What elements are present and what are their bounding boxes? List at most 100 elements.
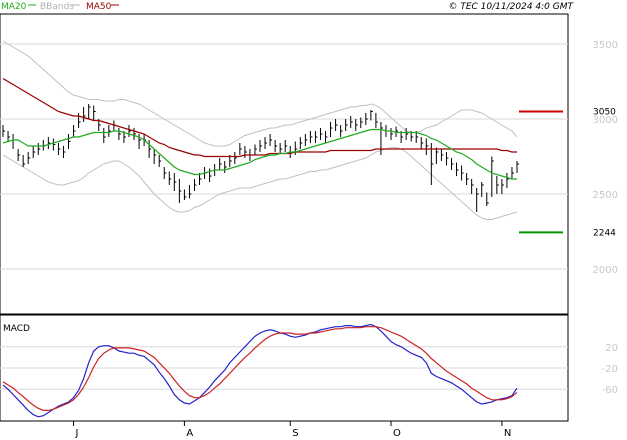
ma50-line [2, 77, 517, 158]
ohlc-bar [93, 105, 96, 121]
macd-title: MACD [3, 324, 30, 334]
price-y-tick-label: 3000 [593, 115, 618, 126]
ma20-line [2, 128, 517, 180]
ohlc-bar [52, 138, 56, 151]
x-tick-label: N [504, 428, 511, 439]
ohlc-bar [2, 125, 5, 137]
legend-ma20: MA20 [1, 2, 27, 12]
price-y-axis: 3500 3000 2500 2000 [593, 40, 618, 276]
ohlc-bar [461, 165, 464, 181]
ohlc-bars [2, 104, 519, 212]
ohlc-bar [57, 143, 61, 155]
ohlc-bar [330, 122, 333, 137]
ohlc-bar [234, 152, 237, 164]
ohlc-bar [239, 143, 242, 155]
ohlc-bar [183, 189, 187, 200]
ohlc-bar [395, 126, 399, 137]
ohlc-bar [445, 152, 449, 166]
price-gridlines [0, 43, 568, 270]
ohlc-bar [264, 137, 268, 149]
price-y-tick-label: 3500 [593, 40, 618, 51]
price-levels: 3050 2244 [519, 108, 616, 238]
ohlc-bar [279, 143, 283, 154]
ohlc-bar [108, 125, 111, 137]
ohlc-bar [486, 192, 489, 206]
ohlc-bar [274, 140, 278, 152]
ohlc-bar [294, 141, 298, 155]
ohlc-bar [476, 188, 479, 212]
ohlc-bar [370, 110, 373, 121]
ohlc-bar [148, 140, 152, 158]
ohlc-bar [47, 137, 51, 149]
ohlc-bar [17, 149, 21, 161]
x-tick-label: J [75, 428, 79, 439]
ohlc-bar [88, 104, 91, 119]
legend: MA20 BBands MA50 [1, 2, 119, 12]
ohlc-bar [325, 131, 328, 143]
ohlc-bar [118, 128, 121, 140]
ohlc-bar [168, 171, 172, 185]
ohlc-bar [340, 125, 343, 137]
ohlc-bar [496, 176, 499, 194]
price-y-tick-label: 2500 [593, 190, 618, 201]
macd-y-tick-label: -60 [602, 385, 618, 396]
ohlc-bar [299, 137, 303, 149]
ohlc-bar [153, 149, 157, 164]
ohlc-bar [37, 143, 41, 155]
ohlc-bar [173, 173, 177, 191]
ohlc-bar [350, 116, 353, 128]
macd-series [2, 323, 518, 418]
ohlc-bar [390, 128, 394, 140]
ohlc-bar [259, 140, 262, 152]
ohlc-bar [224, 161, 227, 173]
ohlc-bar [219, 158, 222, 170]
ohlc-bar [73, 125, 76, 137]
moving-averages [2, 77, 517, 180]
ohlc-bar [501, 179, 504, 194]
bband-upper-line [2, 40, 518, 147]
ohlc-bar [22, 155, 26, 167]
ohlc-bar [158, 155, 162, 167]
price-level-label: 2244 [593, 228, 616, 238]
ohlc-bar [360, 117, 363, 128]
ohlc-bar [425, 138, 429, 155]
legend-ma50: MA50 [86, 2, 112, 12]
ohlc-bar [430, 143, 434, 185]
ohlc-bar [7, 131, 11, 142]
ohlc-bar [355, 119, 358, 131]
ohlc-bar [420, 137, 424, 149]
ohlc-bar [491, 156, 494, 197]
x-tick-label: O [393, 428, 401, 439]
ohlc-bar [188, 185, 192, 199]
ohlc-bar [506, 173, 509, 188]
ohlc-bar [335, 119, 338, 131]
ohlc-bar [269, 134, 273, 146]
ohlc-bar [32, 146, 36, 158]
macd-y-tick-label: 20 [605, 343, 618, 354]
legend-bbands: BBands [40, 2, 74, 12]
x-tick-label: S [292, 428, 298, 439]
ohlc-bar [314, 131, 318, 143]
ohlc-bar [511, 167, 514, 179]
ohlc-bar [68, 134, 71, 149]
ohlc-bar [405, 128, 409, 140]
macd-y-tick-label: -20 [602, 364, 618, 375]
ohlc-bar [284, 140, 288, 152]
ohlc-bar [375, 113, 378, 128]
ohlc-bar [309, 131, 313, 143]
ohlc-bar [456, 162, 459, 176]
price-level-label: 3050 [593, 108, 616, 118]
copyright-timestamp: © TEC 10/11/2024 4:0 GMT [448, 2, 574, 12]
ohlc-bar [62, 146, 66, 158]
ohlc-bar [128, 125, 131, 137]
ohlc-bar [254, 144, 257, 155]
x-tick-label: A [186, 428, 193, 439]
macd-y-axis: 20 -20 -60 [602, 343, 618, 396]
ohlc-bar [466, 173, 469, 185]
ohlc-bar [209, 168, 212, 182]
ohlc-bar [435, 147, 439, 164]
ohlc-bar [481, 182, 484, 197]
ohlc-bar [163, 167, 167, 179]
